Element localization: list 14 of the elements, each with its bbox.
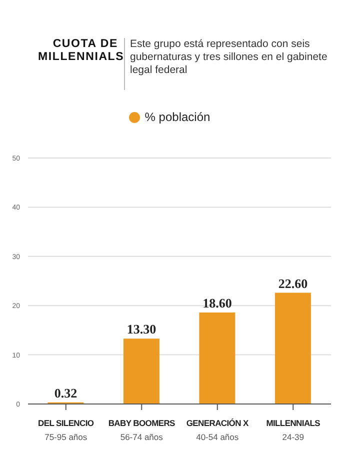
data-label: 18.60 bbox=[202, 295, 232, 310]
legend-label: % población bbox=[144, 110, 210, 124]
data-label: 0.32 bbox=[54, 385, 78, 400]
chart-subtitle: Este grupo está representado con seis gubernaturas y tres sillones en el gabinete legal federal bbox=[129, 38, 328, 78]
bar bbox=[123, 338, 160, 404]
chart-title: CUOTA DE MILLENNIALS bbox=[38, 38, 124, 64]
x-tick-label: MILLENNIALS 24-39 bbox=[266, 418, 321, 442]
data-label: 13.30 bbox=[126, 322, 156, 337]
x-tick-label: DEL SILENCIO 75-95 años bbox=[38, 418, 94, 442]
x-tick-label: BABY BOOMERS 56-74 años bbox=[108, 418, 176, 442]
x-tick-label: GENERACIÓN X 40-54 años bbox=[186, 418, 250, 442]
data-label: 22.60 bbox=[278, 276, 308, 291]
bar bbox=[199, 312, 236, 404]
bar bbox=[274, 292, 311, 404]
